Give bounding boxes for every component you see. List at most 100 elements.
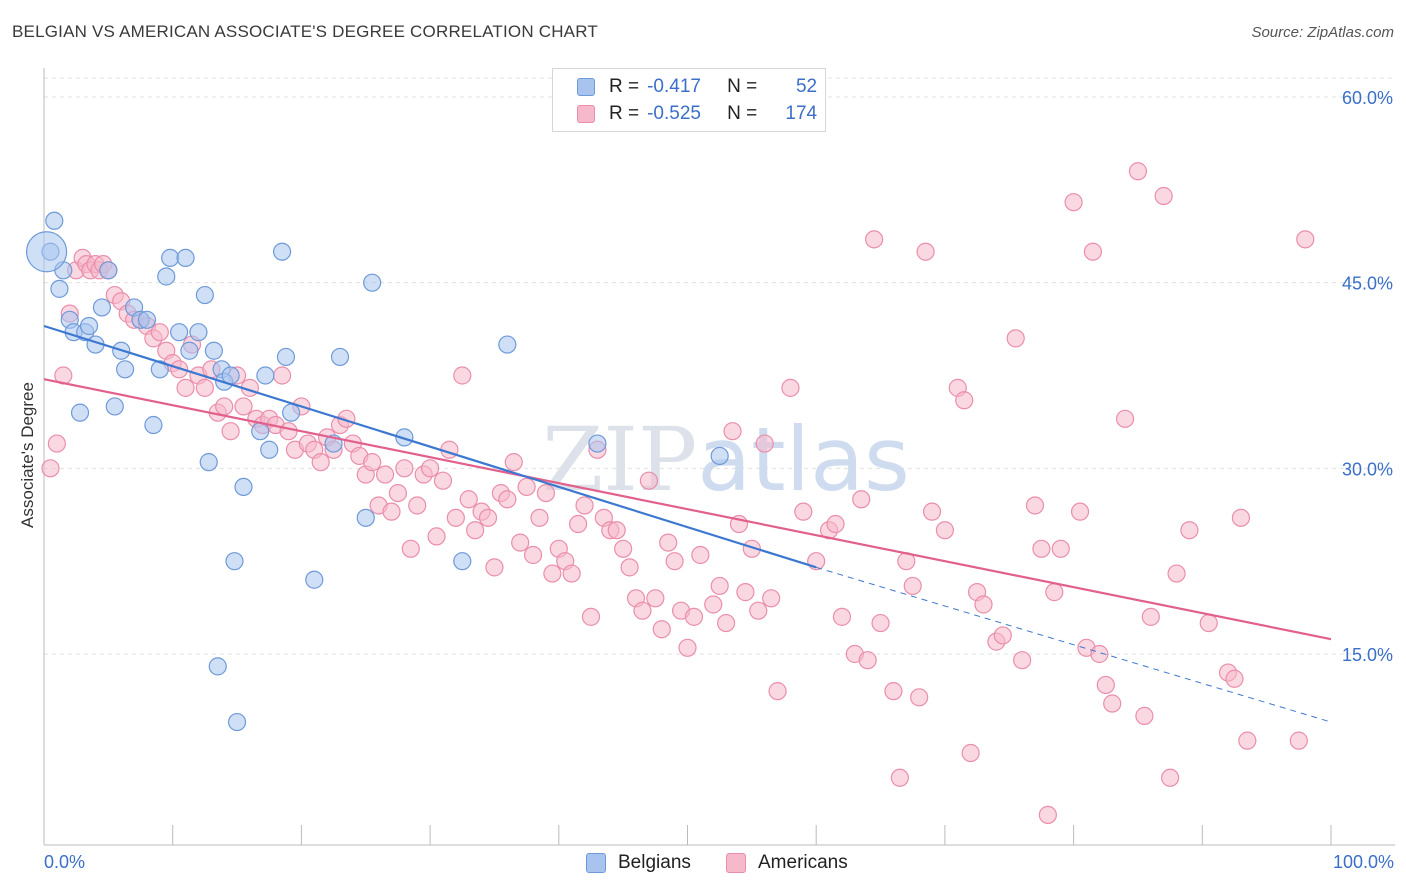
americans-point [311, 453, 330, 472]
belgians-point [195, 285, 214, 305]
americans-point [421, 459, 440, 478]
americans-point [375, 465, 395, 484]
americans-point [684, 607, 704, 626]
americans-point [176, 378, 195, 397]
americans-point [1064, 193, 1083, 212]
americans-point [504, 453, 523, 472]
legend-item-belgians: Belgians [586, 852, 691, 874]
americans-point [607, 521, 626, 540]
belgians-point [588, 434, 607, 453]
belgians-point [99, 261, 118, 280]
americans-point [865, 230, 884, 249]
americans-point [485, 558, 504, 577]
belgians-point [453, 552, 472, 571]
americans-point [562, 564, 581, 583]
r-value: -0.417 [647, 76, 701, 97]
americans-point [536, 483, 556, 503]
belgians-point [260, 440, 279, 459]
belgians-point [199, 453, 218, 472]
americans-point [466, 521, 485, 540]
americans-point [1238, 731, 1257, 750]
belgians-point [137, 310, 157, 329]
americans-point [221, 422, 240, 441]
americans-point [704, 595, 723, 614]
r-value: -0.525 [647, 103, 701, 124]
americans-point [581, 607, 601, 626]
americans-point [1154, 186, 1173, 206]
americans-point [717, 613, 736, 633]
americans-point [710, 576, 729, 596]
n-value: 52 [795, 76, 818, 97]
belgians-point [305, 570, 324, 589]
americans-point [935, 521, 955, 540]
americans-point [922, 502, 942, 521]
belgians-point [330, 347, 350, 367]
americans-point [195, 378, 214, 397]
americans-point [1070, 502, 1090, 521]
n-label: N = [727, 103, 758, 124]
y-tick-label: 15.0% [1342, 645, 1393, 665]
correlation-legend: R = -0.417 N = 52 R = -0.525 N = 174 [552, 68, 826, 132]
americans-point [478, 508, 498, 527]
americans-point [903, 576, 922, 596]
americans-point [1006, 329, 1025, 348]
americans-point [575, 496, 594, 515]
belgians-point [189, 323, 208, 342]
y-tick-labels: 15.0% 30.0% 45.0% 60.0% [1342, 88, 1393, 665]
americans-point [408, 496, 427, 515]
americans-trend-line [43, 378, 1332, 641]
americans-point [401, 539, 420, 558]
americans-point [446, 508, 465, 527]
belgians-point [157, 267, 176, 286]
americans-point [1180, 521, 1199, 540]
americans-point [665, 552, 684, 571]
americans-point [569, 514, 588, 534]
americans-point [517, 477, 536, 496]
americans-point [678, 638, 697, 657]
americans-point [1289, 731, 1308, 750]
legend-item-americans: Americans [726, 852, 848, 874]
americans-point [1167, 564, 1186, 583]
americans-swatch [577, 105, 595, 123]
n-label: N = [727, 76, 758, 97]
americans-point [1013, 651, 1032, 670]
americans-point [1128, 162, 1148, 181]
belgians-legend-label: Belgians [618, 852, 691, 873]
americans-point [1225, 669, 1244, 688]
americans-point [890, 768, 909, 787]
americans-legend-swatch [726, 853, 746, 873]
americans-point [646, 589, 665, 608]
belgians-point [251, 422, 270, 441]
y-tick-label: 45.0% [1342, 274, 1393, 294]
belgians-trend-line [43, 324, 817, 569]
belgians-point [150, 360, 169, 379]
belgians-point [225, 552, 244, 571]
y-tick-label: 30.0% [1342, 459, 1393, 479]
americans-point [639, 471, 658, 490]
belgians-point [79, 316, 99, 336]
belgians-point [45, 211, 64, 230]
americans-point [749, 601, 768, 620]
americans-point [1038, 805, 1057, 825]
americans-point [234, 397, 253, 416]
americans-point [272, 366, 292, 385]
americans-point [543, 564, 562, 583]
belgians-point [282, 403, 301, 422]
americans-point [955, 391, 974, 410]
belgians-point [498, 335, 517, 354]
chart-title: BELGIAN VS AMERICAN ASSOCIATE'S DEGREE C… [12, 22, 598, 41]
americans-point [762, 589, 781, 608]
americans-point [993, 626, 1012, 645]
americans-point [395, 459, 414, 478]
americans-point [1025, 496, 1045, 515]
americans-point [755, 434, 774, 453]
legend-row-americans: R = -0.525 N = 174 [577, 102, 817, 126]
americans-point [453, 366, 472, 385]
belgians-point [115, 360, 135, 379]
belgians-point [70, 403, 90, 422]
r-label: R = [609, 103, 640, 124]
americans-point [1199, 613, 1218, 633]
belgians-legend-swatch [586, 853, 606, 873]
belgians-point [50, 279, 69, 298]
